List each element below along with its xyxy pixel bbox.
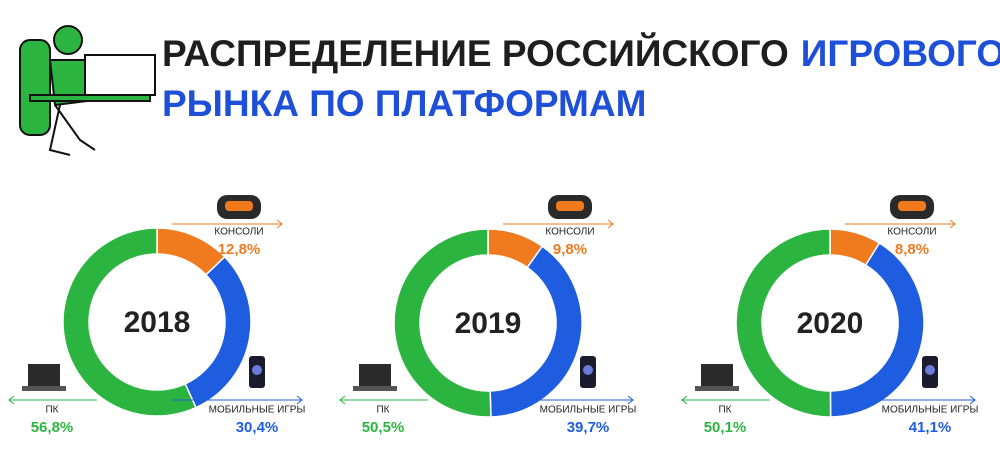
value-label: 56,8% (31, 419, 74, 436)
donut-segment (184, 255, 252, 409)
gamepad-icon (898, 201, 926, 211)
category-label: МОБИЛЬНЫЕ ИГРЫ (209, 405, 306, 416)
pointer-arrow (627, 395, 634, 405)
pointer-arrow (339, 395, 346, 405)
laptop-icon (701, 364, 733, 386)
category-label: ПК (718, 405, 731, 416)
title-blue: ИГРОВОГО (801, 33, 1000, 74)
category-label: КОНСОЛИ (545, 227, 594, 238)
phone-icon (583, 365, 593, 375)
category-label: ПК (376, 405, 389, 416)
value-label: 30,4% (236, 419, 279, 436)
category-label: ПК (45, 405, 58, 416)
gamepad-icon (556, 201, 584, 211)
value-label: 8,8% (895, 241, 929, 258)
laptop-icon (359, 364, 391, 386)
year-label: 2019 (455, 307, 522, 340)
laptop-icon (695, 386, 739, 391)
laptop-icon (353, 386, 397, 391)
pointer-arrow (276, 219, 283, 229)
phone-icon (925, 365, 935, 375)
value-label: 41,1% (909, 419, 952, 436)
value-label: 12,8% (218, 241, 261, 258)
category-label: МОБИЛЬНЫЕ ИГРЫ (882, 405, 979, 416)
year-label: 2018 (124, 306, 191, 339)
pointer-arrow (969, 395, 976, 405)
laptop-icon (28, 364, 60, 386)
donut-segment (829, 241, 925, 418)
year-label: 2020 (797, 307, 864, 340)
gamepad-icon (225, 201, 253, 211)
pointer-arrow (296, 395, 303, 405)
pointer-arrow (8, 395, 15, 405)
phone-icon (252, 365, 262, 375)
donut-segment (62, 227, 197, 417)
laptop-icon (22, 386, 66, 391)
value-label: 50,1% (704, 419, 747, 436)
category-label: КОНСОЛИ (214, 227, 263, 238)
title-black: РАСПРЕДЕЛЕНИЕ РОССИЙСКОГО (162, 32, 789, 74)
title-line1: РАСПРЕДЕЛЕНИЕ РОССИЙСКОГО ИГРОВОГО (162, 32, 1000, 74)
donut-segment (393, 228, 492, 418)
donut-chart: 2018 КОНСОЛИ 12,8% МОБИЛЬНЫЕ ИГРЫ 30,4% ПК 56,… (8, 195, 306, 436)
value-label: 9,8% (553, 241, 587, 258)
pointer-arrow (681, 395, 688, 405)
category-label: КОНСОЛИ (887, 227, 936, 238)
donut-segment (735, 228, 832, 418)
pointer-arrow (949, 219, 956, 229)
title-line2: РЫНКА ПО ПЛАТФОРМАМ (162, 83, 646, 124)
value-label: 39,7% (567, 419, 610, 436)
pointer-arrow (607, 219, 614, 229)
donut-segment (489, 245, 583, 418)
donut-chart: 2019 КОНСОЛИ 9,8% МОБИЛЬНЫЕ ИГРЫ 39,7% ПК 50,5… (339, 195, 637, 436)
category-label: МОБИЛЬНЫЕ ИГРЫ (540, 405, 637, 416)
donut-chart: 2020 КОНСОЛИ 8,8% МОБИЛЬНЫЕ ИГРЫ 41,1% ПК 50,1… (681, 195, 979, 436)
value-label: 50,5% (362, 419, 405, 436)
decor-illustration (19, 25, 156, 156)
